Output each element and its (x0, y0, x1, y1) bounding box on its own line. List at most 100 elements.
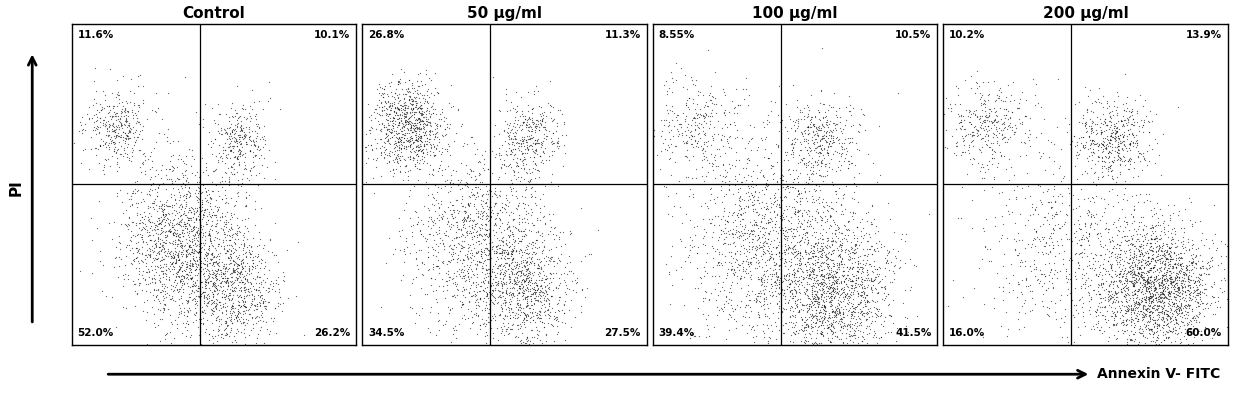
Point (817, 116, 837, 123)
Point (1145, 136, 1164, 142)
Point (1142, 146, 1162, 152)
Point (172, 267, 192, 274)
Point (801, 160, 821, 166)
Point (166, 325, 186, 331)
Point (541, 254, 560, 260)
Point (396, 163, 415, 169)
Point (985, 173, 1004, 180)
Point (1156, 276, 1176, 282)
Point (868, 271, 888, 278)
Point (830, 301, 849, 307)
Point (405, 97, 425, 104)
Point (193, 240, 213, 247)
Point (738, 189, 758, 196)
Point (176, 229, 196, 236)
Point (997, 106, 1017, 112)
Point (1135, 312, 1154, 319)
Point (738, 261, 758, 267)
Point (1162, 265, 1182, 271)
Point (749, 289, 769, 296)
Point (453, 299, 472, 305)
Point (822, 274, 842, 280)
Point (179, 179, 198, 185)
Point (517, 275, 537, 281)
Point (1149, 346, 1169, 352)
Point (249, 242, 269, 248)
Point (782, 312, 802, 318)
Point (1102, 157, 1122, 164)
Point (1081, 125, 1101, 131)
Point (1127, 236, 1147, 242)
Point (477, 227, 497, 233)
Point (766, 244, 786, 251)
Point (222, 288, 242, 294)
Point (1173, 263, 1193, 270)
Point (1154, 278, 1174, 284)
Point (1030, 197, 1050, 204)
Point (156, 198, 176, 205)
Point (1132, 227, 1152, 233)
Point (977, 79, 997, 86)
Point (1158, 303, 1178, 309)
Point (445, 229, 465, 235)
Point (771, 238, 791, 244)
Point (775, 248, 795, 255)
Point (1109, 251, 1128, 257)
Point (787, 267, 807, 273)
Point (815, 124, 835, 130)
Point (1126, 304, 1146, 310)
Point (1154, 354, 1174, 360)
Point (203, 253, 223, 259)
Point (791, 326, 811, 333)
Point (228, 301, 248, 308)
Point (784, 179, 804, 185)
Point (171, 244, 191, 251)
Point (188, 293, 208, 299)
Point (771, 270, 791, 276)
Point (1089, 271, 1109, 277)
Point (371, 150, 391, 156)
Point (107, 244, 126, 250)
Point (1183, 327, 1203, 334)
Point (192, 215, 212, 222)
Point (1097, 258, 1117, 264)
Point (388, 152, 408, 158)
Point (508, 265, 528, 271)
Point (1008, 294, 1028, 301)
Point (784, 148, 804, 155)
Point (227, 312, 247, 318)
Point (1162, 274, 1182, 280)
Point (833, 298, 853, 305)
Point (396, 121, 415, 127)
Point (180, 237, 200, 243)
Point (126, 188, 146, 194)
Point (418, 185, 438, 191)
Point (1094, 256, 1114, 263)
Point (487, 265, 507, 271)
Point (965, 123, 985, 129)
Point (409, 109, 429, 115)
Point (516, 208, 536, 215)
Point (159, 276, 179, 282)
Point (233, 247, 253, 253)
Point (476, 231, 496, 237)
Point (387, 124, 407, 130)
Point (735, 145, 755, 151)
Point (165, 202, 185, 208)
Point (785, 287, 805, 293)
Point (813, 177, 833, 184)
Point (502, 266, 522, 272)
Point (112, 122, 131, 128)
Point (1172, 278, 1192, 284)
Point (226, 284, 246, 290)
Point (1163, 210, 1183, 216)
Point (1130, 308, 1149, 314)
Point (801, 321, 821, 327)
Point (236, 166, 255, 172)
Point (1107, 282, 1127, 288)
Point (811, 329, 831, 336)
Point (123, 109, 143, 116)
Point (129, 250, 149, 257)
Point (1089, 174, 1109, 180)
Point (221, 120, 241, 127)
